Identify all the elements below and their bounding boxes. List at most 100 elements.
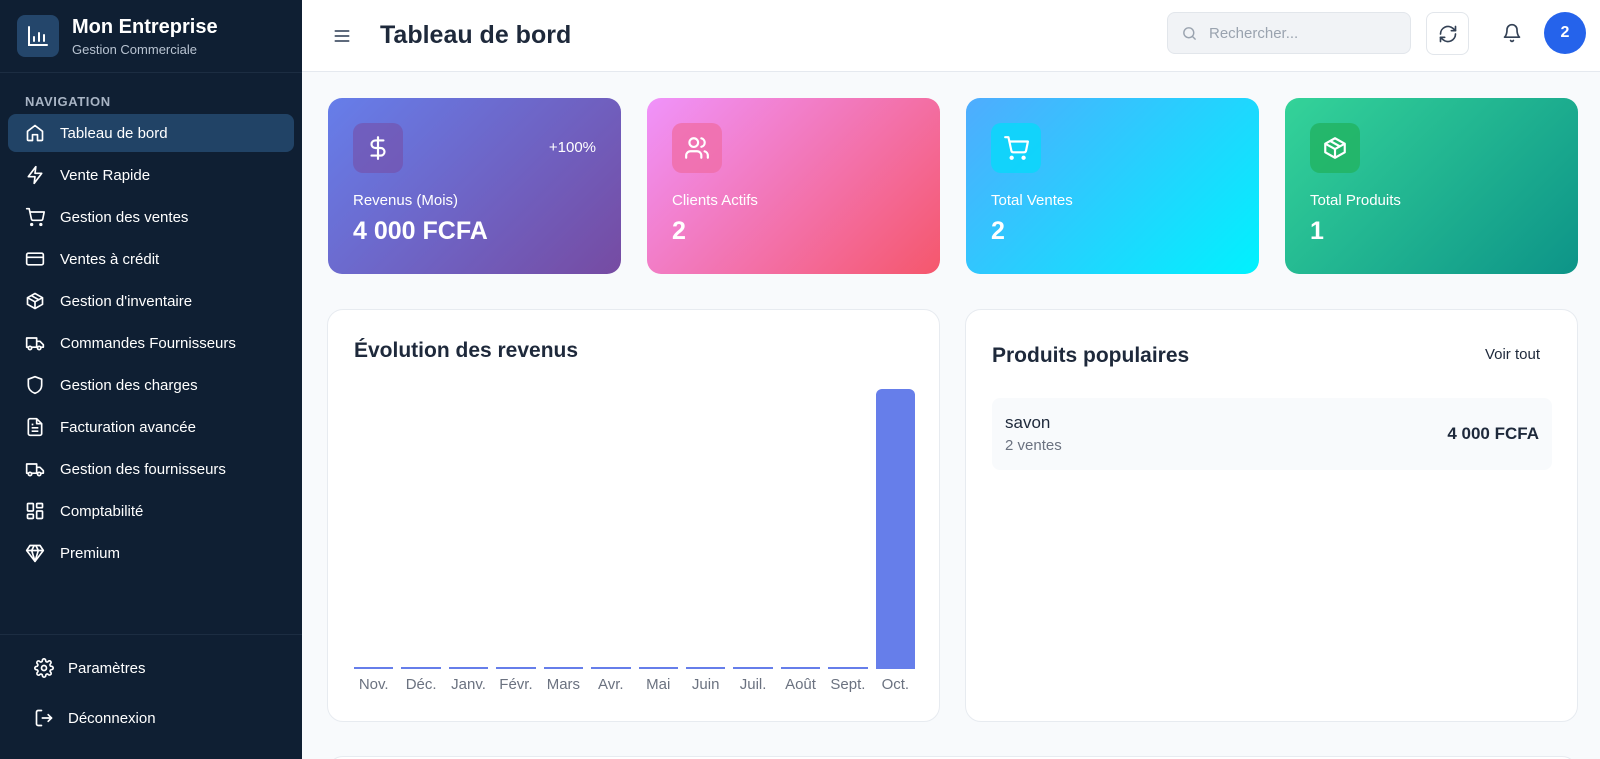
x-axis-label: Janv. [451, 676, 486, 693]
sidebar-item-facturation[interactable]: Facturation avancée [8, 408, 294, 446]
bar[interactable] [591, 667, 631, 669]
sidebar-item-label: Gestion des fournisseurs [60, 460, 226, 478]
layout-grid-icon [26, 502, 44, 520]
bar[interactable] [354, 667, 394, 669]
x-axis-label: Sept. [830, 676, 866, 693]
user-avatar[interactable]: 2 [1544, 12, 1586, 54]
stat-label: Total Ventes [991, 192, 1073, 209]
sidebar-item-inventaire[interactable]: Gestion d'inventaire [8, 282, 294, 320]
bar-chart [354, 389, 916, 669]
cart-icon [25, 207, 45, 227]
top-bar: Tableau de bord 2 [302, 0, 1600, 72]
stat-value: 4 000 FCFA [353, 217, 488, 245]
product-name: savon [1005, 413, 1051, 432]
sidebar-item-label: Ventes à crédit [60, 250, 160, 268]
x-axis-label: Mai [646, 676, 671, 693]
bar[interactable] [543, 667, 584, 669]
bar[interactable] [401, 667, 441, 669]
see-all-link[interactable]: Voir tout [1484, 346, 1540, 363]
stat-value: 2 [672, 217, 686, 245]
sidebar-item-commandes-fournisseurs[interactable]: Commandes Fournisseurs [8, 324, 294, 362]
bar-column [685, 389, 726, 669]
x-axis-label: Déc. [405, 676, 437, 693]
nav-section-label: NAVIGATION [25, 94, 111, 109]
x-axis-label: Mars [546, 676, 581, 693]
refresh-button[interactable] [1426, 12, 1469, 55]
product-sales-count: 2 ventes [1005, 437, 1062, 454]
truck-icon [25, 337, 45, 351]
brand: Mon Entreprise Gestion Commerciale [0, 0, 302, 73]
gear-icon [34, 658, 54, 678]
sidebar-item-tableau-de-bord[interactable]: Tableau de bord [8, 114, 294, 152]
x-axis-label: Juin [691, 676, 720, 693]
bar-column [543, 389, 584, 669]
chart-title: Évolution des revenus [354, 339, 579, 362]
x-axis-label: Juil. [739, 676, 767, 693]
stat-value: 1 [1310, 217, 1324, 245]
product-list-item[interactable]: savon 2 ventes 4 000 FCFA [992, 398, 1552, 470]
search-icon [1183, 26, 1196, 40]
sidebar-item-premium[interactable]: Premium [8, 534, 294, 572]
search-input[interactable] [1209, 24, 1399, 42]
x-axis-label: Févr. [499, 676, 533, 693]
bell-icon [1503, 23, 1521, 43]
stat-card-produits: Total Produits 1 [1285, 98, 1578, 274]
package-icon [26, 292, 44, 310]
stat-label: Clients Actifs [672, 192, 758, 209]
bar[interactable] [733, 667, 773, 669]
bar[interactable] [638, 667, 678, 669]
sidebar-item-fournisseurs[interactable]: Gestion des fournisseurs [8, 450, 294, 488]
bar-column [828, 389, 868, 669]
credit-card-icon [25, 252, 45, 266]
x-axis-label: Oct. [881, 676, 910, 693]
popular-products-title: Produits populaires [992, 344, 1190, 367]
dollar-icon [353, 123, 403, 173]
bar[interactable] [875, 389, 916, 669]
bar-column [733, 389, 773, 669]
home-icon [26, 124, 44, 142]
x-axis-label: Nov. [358, 676, 389, 693]
logout-link[interactable]: Déconnexion [0, 699, 302, 737]
bar-column [448, 389, 489, 669]
x-axis-label: Avr. [598, 676, 624, 693]
x-axis-label: Août [785, 676, 816, 693]
zap-icon [27, 165, 43, 185]
popular-products-panel: Produits populaires Voir tout savon 2 ve… [965, 309, 1578, 722]
stat-card-clients: Clients Actifs 2 [647, 98, 940, 274]
sidebar-item-gestion-ventes[interactable]: Gestion des ventes [8, 198, 294, 236]
notifications-button[interactable] [1494, 14, 1530, 52]
sidebar-item-label: Vente Rapide [60, 166, 151, 184]
bar[interactable] [496, 667, 536, 669]
bar-column [591, 389, 631, 669]
bar[interactable] [685, 667, 726, 669]
bar-column [780, 389, 821, 669]
sidebar: Mon Entreprise Gestion Commerciale NAVIG… [0, 0, 302, 759]
bar-column [354, 389, 394, 669]
bar[interactable] [780, 667, 821, 669]
stat-label: Total Produits [1310, 192, 1401, 209]
logout-label: Déconnexion [68, 709, 156, 727]
settings-link[interactable]: Paramètres [0, 649, 302, 687]
cart-icon [991, 123, 1041, 173]
bar-chart-icon [17, 15, 59, 57]
stat-card-revenus: +100% Revenus (Mois) 4 000 FCFA [328, 98, 621, 274]
brand-title: Mon Entreprise [72, 16, 218, 38]
sidebar-item-label: Gestion des charges [60, 376, 198, 394]
sidebar-item-vente-rapide[interactable]: Vente Rapide [8, 156, 294, 194]
settings-label: Paramètres [68, 659, 146, 677]
sidebar-item-comptabilite[interactable]: Comptabilité [8, 492, 294, 530]
sidebar-item-label: Premium [60, 544, 121, 562]
sidebar-item-label: Facturation avancée [60, 418, 196, 436]
page-title: Tableau de bord [380, 21, 572, 49]
trend-badge: +100% [548, 139, 596, 156]
sidebar-item-label: Comptabilité [60, 502, 144, 520]
stat-value: 2 [991, 217, 1005, 245]
sidebar-item-charges[interactable]: Gestion des charges [8, 366, 294, 404]
sidebar-item-label: Gestion des ventes [60, 208, 189, 226]
sidebar-item-label: Tableau de bord [60, 124, 168, 142]
menu-toggle-button[interactable] [330, 24, 354, 48]
sidebar-item-ventes-credit[interactable]: Ventes à crédit [8, 240, 294, 278]
x-axis-labels: Nov. Déc. Janv. Févr. Mars Avr. Mai Juin Juil. Ao… [354, 676, 915, 693]
bar[interactable] [828, 667, 868, 669]
bar[interactable] [448, 667, 489, 669]
